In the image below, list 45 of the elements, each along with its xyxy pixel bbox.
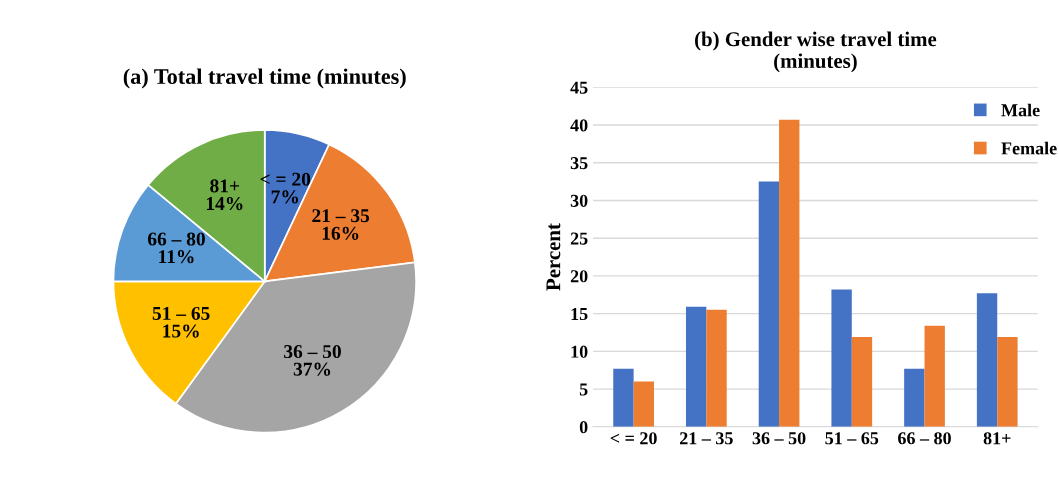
slice-label: 51 – 65	[152, 306, 210, 320]
y-tick-label: 10	[571, 345, 588, 358]
y-tick-label: 30	[570, 194, 588, 207]
bar	[758, 181, 780, 427]
y-tick-label: 5	[579, 383, 588, 396]
slice-label: 36 – 50	[284, 344, 341, 359]
bar	[976, 293, 998, 427]
y-tick-label: 0	[579, 421, 588, 434]
data-label: 14%	[206, 196, 243, 211]
slice-label: 81+	[210, 179, 240, 193]
legend-label: Male	[1001, 103, 1040, 117]
bar	[613, 368, 634, 427]
x-tick-label: 81+	[983, 432, 1011, 445]
x-tick-label: 66 – 80	[898, 432, 951, 445]
bar	[779, 119, 800, 427]
data-label: 7%	[271, 190, 298, 204]
y-tick-label: 25	[570, 232, 588, 245]
slice-label: 21 – 35	[312, 209, 370, 223]
bar	[706, 309, 727, 427]
legend-label: Female	[1001, 141, 1057, 155]
y-tick-label: 20	[570, 270, 588, 283]
x-tick-label: 51 – 65	[825, 432, 879, 445]
x-tick-label: < = 20	[610, 432, 657, 445]
bar	[851, 337, 873, 427]
data-label: 16%	[322, 226, 359, 240]
data-label: 15%	[163, 324, 199, 338]
x-tick-label: 21 – 35	[680, 432, 733, 445]
bar	[904, 368, 925, 427]
bar	[924, 325, 945, 427]
chart-title: (a) Total travel time (minutes)	[123, 68, 406, 89]
y-axis-title: Percent	[546, 223, 561, 291]
data-label: 37%	[293, 362, 331, 376]
slice-label: < = 20	[260, 172, 311, 186]
x-tick-label: 36 – 50	[752, 432, 806, 445]
bar	[831, 289, 852, 427]
y-tick-label: 15	[571, 307, 588, 321]
bar	[633, 381, 654, 427]
y-tick-label: 45	[570, 81, 588, 94]
y-tick-label: 40	[570, 119, 588, 132]
bar	[997, 337, 1018, 427]
y-tick-label: 35	[570, 157, 588, 170]
data-label: 11%	[159, 250, 194, 264]
bar	[685, 306, 707, 427]
chart-title: (b) Gender wise travel time (minutes)	[695, 31, 937, 73]
slice-label: 66 – 80	[147, 232, 205, 246]
